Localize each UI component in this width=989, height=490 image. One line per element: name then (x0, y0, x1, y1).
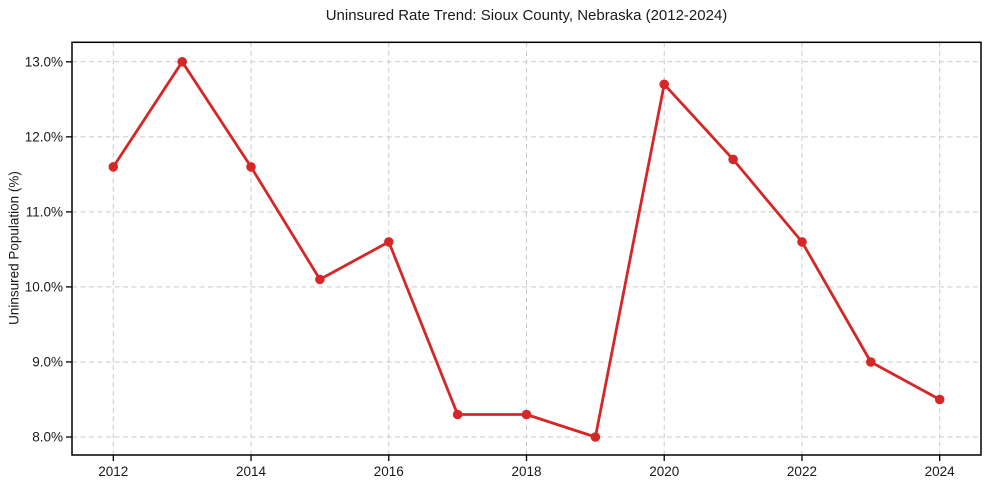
data-point-marker (934, 394, 945, 405)
x-tick-label: 2024 (925, 464, 956, 479)
x-tick-label: 2016 (374, 464, 404, 479)
chart-title: Uninsured Rate Trend: Sioux County, Nebr… (325, 7, 728, 24)
data-point-marker (384, 237, 394, 247)
x-tick-label: 2022 (787, 464, 817, 479)
data-point-marker (246, 162, 256, 172)
data-point-marker (797, 237, 807, 247)
data-point-marker (866, 357, 876, 367)
data-point-marker (315, 274, 325, 285)
y-tick-label: 11.0% (26, 204, 63, 219)
x-tick-label: 2018 (511, 464, 541, 479)
x-tick-label: 2012 (98, 464, 128, 479)
x-tick-label: 2014 (236, 464, 267, 479)
data-point-marker (590, 432, 601, 442)
y-tick-label: 9.0% (32, 354, 63, 369)
y-tick-label: 8.0% (32, 429, 63, 444)
y-tick-label: 13.0% (25, 54, 63, 69)
data-point-marker (659, 79, 669, 90)
plot-border (71, 41, 982, 456)
y-tick-label: 10.0% (25, 279, 63, 294)
data-point-marker (177, 57, 187, 67)
x-tick-label: 2020 (649, 464, 679, 479)
data-point-marker (452, 409, 463, 420)
data-point-marker (521, 409, 532, 420)
y-tick-label: 12.0% (25, 129, 63, 144)
data-point-marker (108, 162, 119, 172)
data-point-marker (728, 154, 738, 165)
